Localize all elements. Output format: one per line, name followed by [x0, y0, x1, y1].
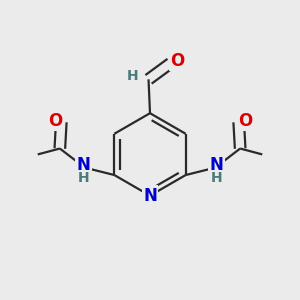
Text: N: N [76, 156, 90, 174]
Text: O: O [170, 52, 184, 70]
Text: H: H [211, 171, 222, 185]
Text: O: O [48, 112, 62, 130]
Text: H: H [78, 171, 89, 185]
Text: N: N [210, 156, 224, 174]
Text: O: O [238, 112, 252, 130]
Text: N: N [143, 187, 157, 205]
Text: H: H [127, 69, 138, 83]
